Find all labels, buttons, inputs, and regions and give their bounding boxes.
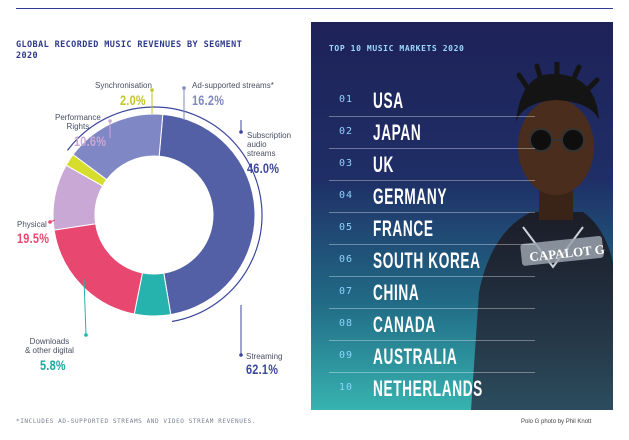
- label-subscription-audio-streams: Subscription audio streams: [247, 131, 292, 158]
- leader-streaming-dot: [239, 353, 243, 357]
- donut-chart: [48, 86, 263, 357]
- market-name: CANADA: [373, 312, 436, 337]
- market-rank: 10: [339, 382, 354, 393]
- market-name: UK: [373, 152, 394, 177]
- market-name: GERMANY: [373, 184, 448, 209]
- artist-photo: CAPALOT G: [471, 62, 613, 410]
- market-divider: [329, 148, 535, 149]
- market-rank: 05: [339, 222, 354, 233]
- market-name: USA: [373, 88, 404, 113]
- market-name: JAPAN: [373, 120, 422, 145]
- market-divider: [329, 340, 535, 341]
- market-rank: 07: [339, 286, 354, 297]
- market-rank: 09: [339, 350, 354, 361]
- market-name: SOUTH KOREA: [373, 248, 481, 273]
- market-row: 07 CHINA: [329, 280, 535, 309]
- donut-slice-subscription-audio-streams: [158, 113, 256, 316]
- value-physical: 19.5%: [17, 230, 50, 246]
- market-row: 10 NETHERLANDS: [329, 376, 529, 404]
- market-row: 09 AUSTRALIA: [329, 344, 535, 373]
- market-divider: [329, 180, 535, 181]
- market-divider: [329, 276, 535, 277]
- value-downloads-other-digital: 5.8%: [40, 357, 66, 373]
- market-name: FRANCE: [373, 216, 434, 241]
- value-streaming: 62.1%: [246, 361, 279, 377]
- leader-downloads: [83, 278, 87, 336]
- market-row: 05 FRANCE: [329, 216, 535, 245]
- top-markets-panel: TOP 10 MUSIC MARKETS 2020 CAPALOT G 01 US…: [311, 22, 613, 410]
- label-downloads-other-digital: Downloads & other digital: [25, 337, 74, 355]
- value-synchronisation: 2.0%: [120, 92, 146, 108]
- leader-physical-dot: [48, 220, 52, 224]
- market-name: CHINA: [373, 280, 420, 305]
- top-rule: [16, 8, 613, 9]
- streaming-bracket: [66, 106, 263, 323]
- leader-performance-rights-dot: [108, 119, 112, 123]
- leader-subscription-dot: [239, 130, 243, 134]
- market-row: 03 UK: [329, 152, 535, 181]
- market-divider: [329, 116, 535, 117]
- label-streaming: Streaming: [246, 352, 283, 361]
- value-subscription-audio-streams: 46.0%: [247, 160, 280, 176]
- market-rank: 08: [339, 318, 354, 329]
- panel-title: TOP 10 MUSIC MARKETS 2020: [329, 44, 465, 53]
- market-divider: [329, 244, 535, 245]
- photo-credit: Polo G photo by Phil Knott: [521, 419, 592, 425]
- leader-downloads-dot: [84, 333, 88, 337]
- donut-slice-physical: [53, 223, 144, 315]
- value-performance-rights: 10.6%: [74, 133, 107, 149]
- market-name: AUSTRALIA: [373, 344, 458, 369]
- label-synchronisation: Synchronisation: [95, 81, 152, 90]
- label-performance-rights: Performance Rights: [55, 113, 101, 131]
- market-divider: [329, 212, 535, 213]
- market-divider: [329, 372, 535, 373]
- market-rank: 01: [339, 94, 354, 105]
- market-name: NETHERLANDS: [373, 376, 483, 401]
- chart-title: GLOBAL RECORDED MUSIC REVENUES BY SEGMEN…: [16, 40, 243, 61]
- market-row: 08 CANADA: [329, 312, 535, 341]
- label-ad-supported-streams: Ad-supported streams*: [192, 81, 274, 90]
- market-row: 01 USA: [329, 88, 535, 117]
- value-ad-supported-streams: 16.2%: [192, 92, 225, 108]
- label-physical: Physical: [17, 220, 47, 229]
- market-row: 06 SOUTH KOREA: [329, 248, 535, 277]
- market-rank: 06: [339, 254, 354, 265]
- market-row: 02 JAPAN: [329, 120, 535, 149]
- donut-slice-ad-supported-streams: [72, 113, 164, 181]
- market-rank: 04: [339, 190, 354, 201]
- market-divider: [329, 308, 535, 309]
- market-rank: 02: [339, 126, 354, 137]
- market-rank: 03: [339, 158, 354, 169]
- leader-synchronisation-dot: [150, 88, 154, 92]
- leader-ad-supported-dot: [182, 86, 186, 90]
- market-row: 04 GERMANY: [329, 184, 535, 213]
- footnote: *INCLUDES AD-SUPPORTED STREAMS AND VIDEO…: [16, 418, 257, 425]
